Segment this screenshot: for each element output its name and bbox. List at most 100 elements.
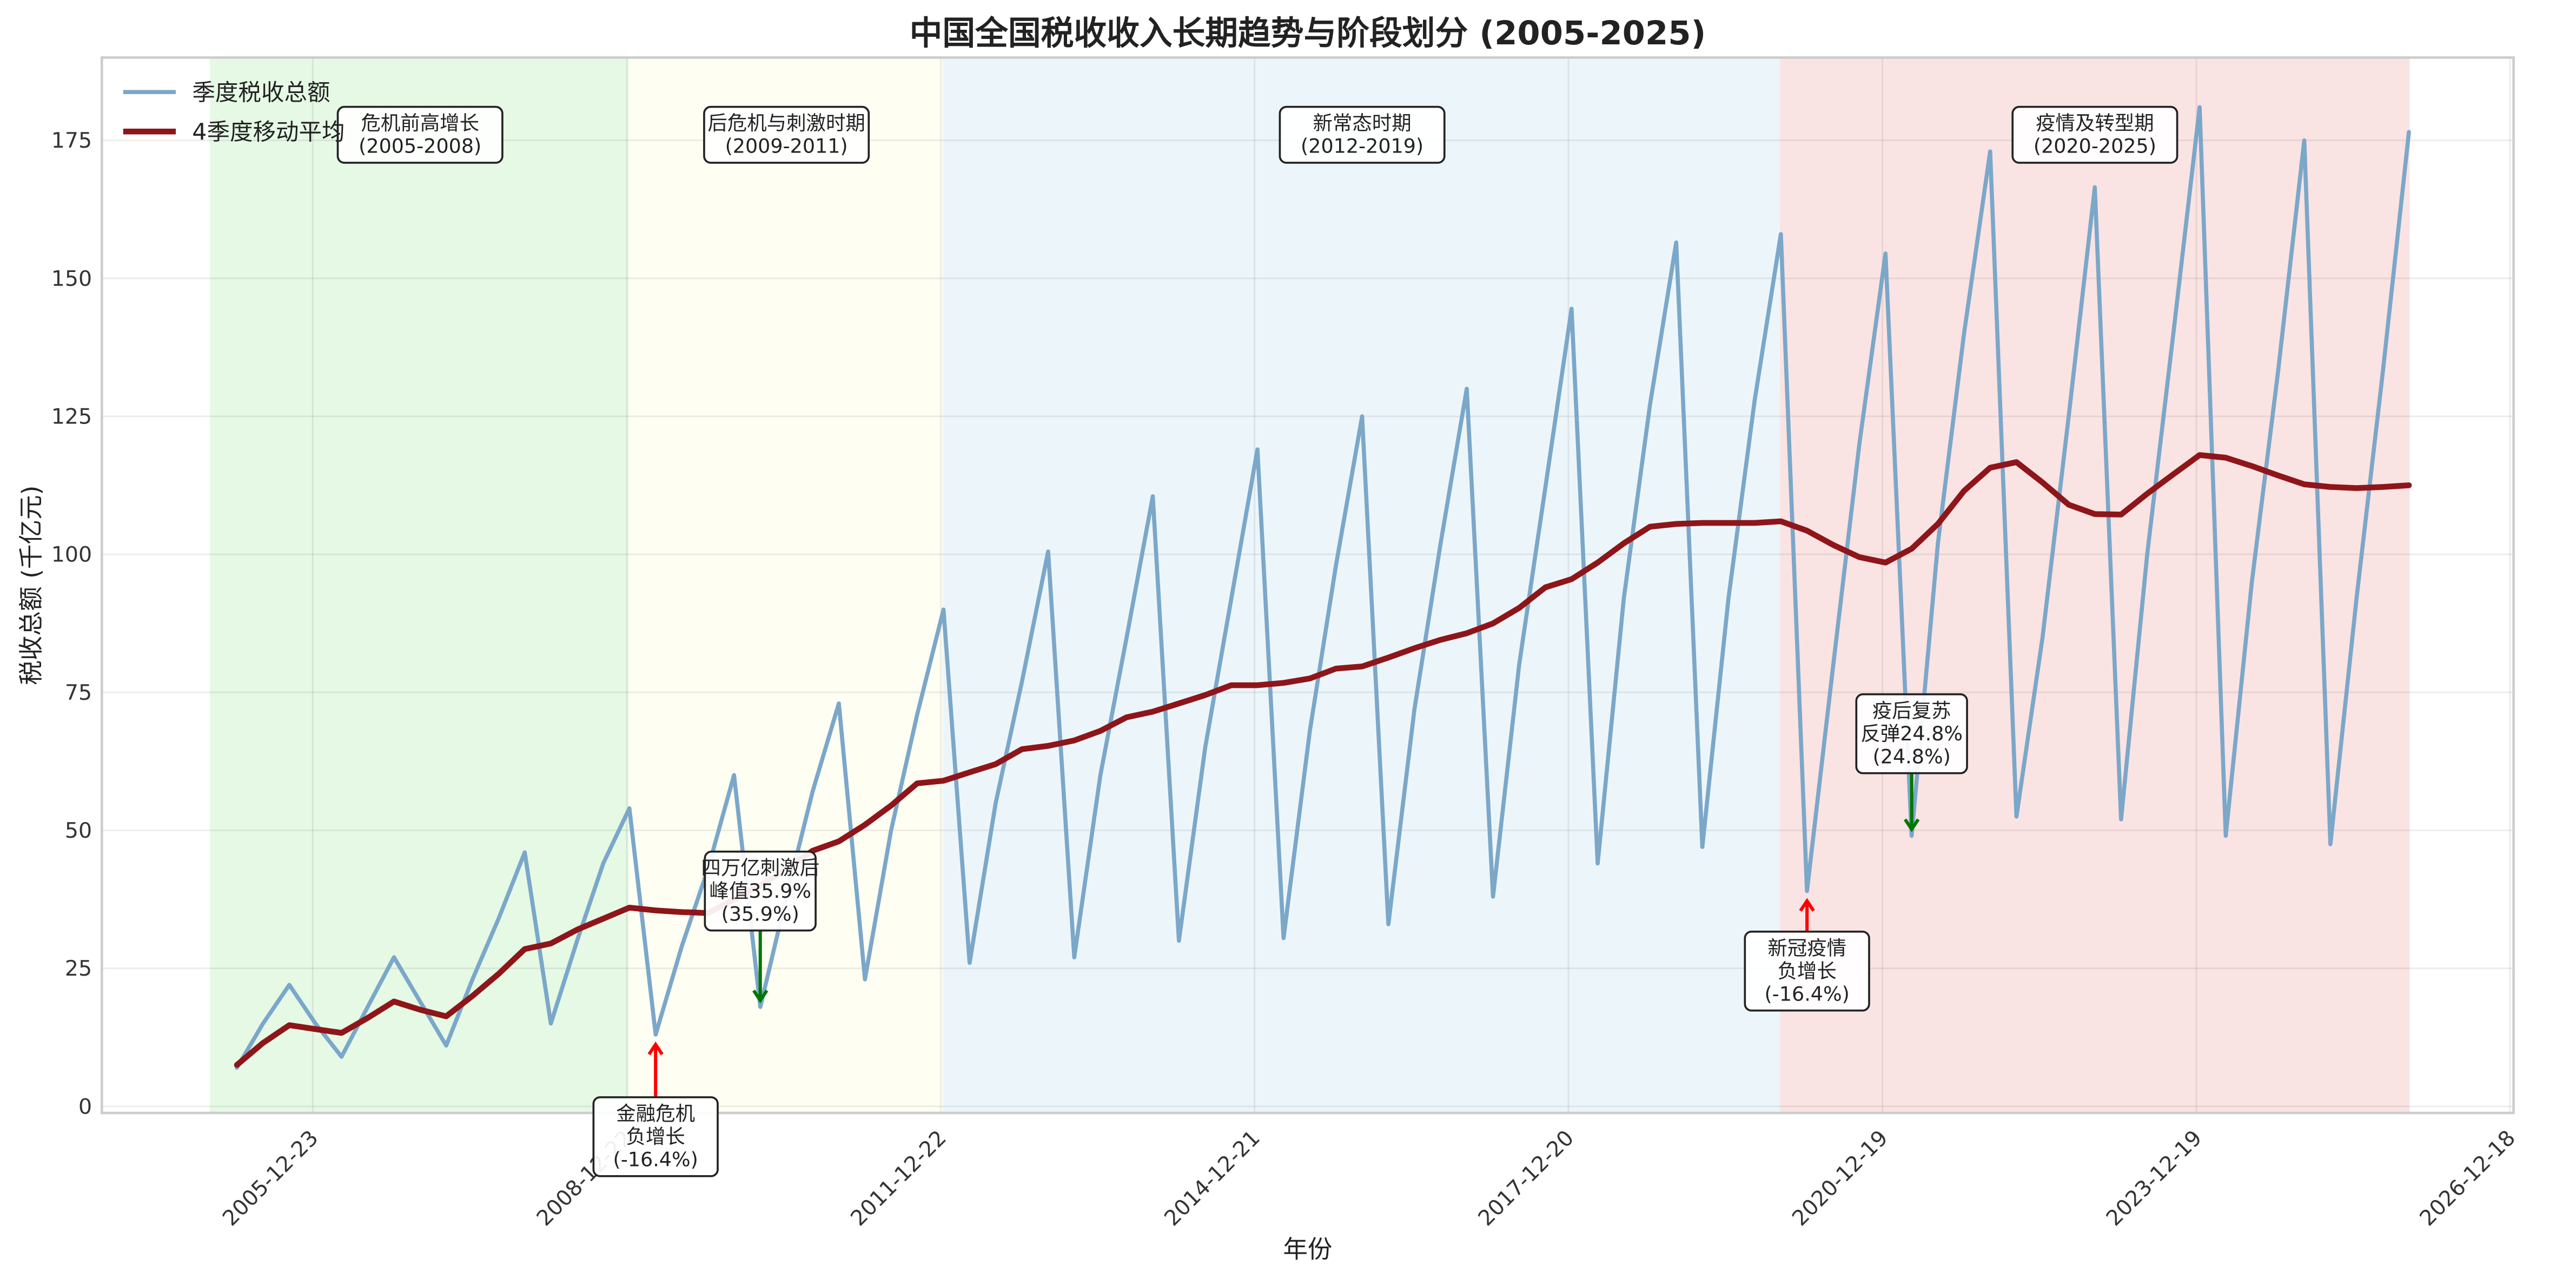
phase-label-box xyxy=(1279,105,1446,164)
moving-average-point xyxy=(1178,703,1180,704)
phase-label-text: 疫情及转型期 xyxy=(2036,111,2154,135)
legend-label-moving-average: 4季度移动平均 xyxy=(192,119,345,145)
y-tick-label: 125 xyxy=(51,405,92,429)
quarterly-revenue-point xyxy=(2356,598,2357,599)
quarterly-revenue-point xyxy=(1388,924,1389,925)
quarterly-revenue-point xyxy=(1859,443,1860,445)
quarterly-revenue-point xyxy=(472,979,473,980)
annotation-text: (24.8%) xyxy=(1873,745,1951,768)
y-axis-label: 税收总额 (千亿元) xyxy=(17,486,45,685)
x-tick-label: 2020-12-19 xyxy=(1787,1125,1893,1231)
quarterly-revenue-point xyxy=(629,808,630,809)
chart-title: 中国全国税收收入长期趋势与阶段划分 (2005-2025) xyxy=(910,15,1706,52)
quarterly-revenue-point xyxy=(2277,372,2279,373)
quarterly-revenue-point xyxy=(603,863,604,864)
plot-frame xyxy=(101,56,2515,1115)
phase-regions xyxy=(102,56,2514,1114)
moving-average-point xyxy=(1676,523,1677,525)
quarterly-revenue-point xyxy=(943,609,944,610)
quarterly-revenue-point xyxy=(1676,242,1677,243)
moving-average-point xyxy=(1859,556,1860,558)
x-tick-label: 2014-12-21 xyxy=(1160,1125,1265,1231)
quarterly-revenue-point xyxy=(1204,747,1206,748)
grid-lines xyxy=(102,57,2514,1113)
phase-region-0 xyxy=(210,56,631,1114)
quarterly-revenue-point xyxy=(1990,151,1991,152)
phase-region-1 xyxy=(628,56,944,1114)
y-tick-label: 50 xyxy=(65,818,92,843)
x-axis-label: 年份 xyxy=(1283,1235,1332,1263)
phase-label-text: 危机前高增长 xyxy=(361,111,479,135)
annotation-text: 新冠疫情 xyxy=(1767,936,1846,959)
y-tick-label: 25 xyxy=(65,956,92,981)
x-tick-label: 2026-12-18 xyxy=(2415,1125,2520,1231)
quarterly-revenue-point xyxy=(1780,234,1782,235)
moving-average-point xyxy=(1990,467,1991,468)
legend-label-quarterly: 季度税收总额 xyxy=(192,79,330,106)
phase-label-text: (2005-2008) xyxy=(359,135,481,158)
moving-average-point xyxy=(1571,579,1572,580)
quarterly-revenue-point xyxy=(1650,405,1651,406)
quarterly-revenue-point xyxy=(446,1045,447,1046)
annotation-text: 负增长 xyxy=(1777,959,1836,983)
x-tick-label: 2017-12-20 xyxy=(1473,1125,1579,1231)
moving-average-point xyxy=(603,918,604,919)
annotation-text: (-16.4%) xyxy=(613,1148,698,1171)
annotation-text: 负增长 xyxy=(626,1125,685,1148)
annotation-text: 反弹24.8% xyxy=(1860,722,1963,745)
quarterly-revenue-point xyxy=(2173,333,2174,334)
arrow-head-icon xyxy=(1799,898,1815,912)
y-tick-label: 0 xyxy=(78,1094,92,1119)
quarterly-revenue-point xyxy=(1074,957,1075,958)
annotation-text: 峰值35.9% xyxy=(709,879,811,903)
x-tick-label: 2011-12-22 xyxy=(846,1125,951,1231)
quarterly-revenue-point xyxy=(577,940,578,941)
moving-average-point xyxy=(2042,482,2043,483)
quarterly-revenue-point xyxy=(1178,940,1180,941)
phase-label-text: (2012-2019) xyxy=(1301,135,1423,158)
legend: 季度税收总额 4季度移动平均 xyxy=(123,79,345,145)
moving-average-point xyxy=(1283,682,1284,684)
quarterly-revenue-point xyxy=(1885,253,1886,254)
moving-average-point xyxy=(629,907,630,908)
moving-average-point xyxy=(655,910,656,911)
quarterly-revenue-point xyxy=(2304,140,2305,141)
quarterly-revenue-point xyxy=(1414,708,1415,710)
y-tick-label: 175 xyxy=(51,128,92,153)
quarterly-revenue-point xyxy=(917,714,918,715)
arrow-head-icon xyxy=(647,1041,664,1056)
y-tick-label: 75 xyxy=(65,680,92,705)
annotation-text: (35.9%) xyxy=(721,902,799,925)
moving-average-point xyxy=(1257,685,1258,686)
annotation-text: 金融危机 xyxy=(616,1102,695,1125)
phase-label-text: 新常态时期 xyxy=(1313,111,1411,135)
phase-region-2 xyxy=(942,56,1782,1114)
moving-average-point xyxy=(2304,484,2305,485)
moving-average-point xyxy=(943,780,944,781)
y-tick-label: 100 xyxy=(51,542,92,567)
phase-label-box xyxy=(2011,105,2178,164)
moving-average-point xyxy=(2173,474,2174,475)
arrow-head-icon xyxy=(752,989,769,1004)
quarterly-revenue-line xyxy=(235,105,2411,1070)
moving-average-line xyxy=(234,452,2412,1068)
phase-label-text: 后危机与刺激时期 xyxy=(707,111,865,135)
moving-average-point xyxy=(917,783,918,784)
annotation-box xyxy=(704,850,817,932)
x-tick-label: 2005-12-23 xyxy=(218,1125,323,1231)
quarterly-revenue-point xyxy=(2330,844,2331,845)
moving-average-point xyxy=(1545,587,1546,588)
series-lines xyxy=(234,105,2412,1070)
moving-average-point xyxy=(446,1016,447,1017)
annotation-box xyxy=(1855,693,1968,774)
quarterly-revenue-point xyxy=(1100,775,1101,776)
x-tick-label: 2023-12-19 xyxy=(2102,1125,2207,1231)
moving-average-point xyxy=(1885,562,1886,563)
quarterly-revenue-point xyxy=(2382,372,2383,373)
phase-labels: 危机前高增长(2005-2008) 后危机与刺激时期(2009-2011) 新常态时… xyxy=(336,105,2178,164)
annotation-text: 疫后复苏 xyxy=(1872,699,1951,722)
quarterly-revenue-point xyxy=(2147,554,2148,555)
moving-average-point xyxy=(1074,740,1075,741)
y-tick-label: 150 xyxy=(51,266,92,291)
